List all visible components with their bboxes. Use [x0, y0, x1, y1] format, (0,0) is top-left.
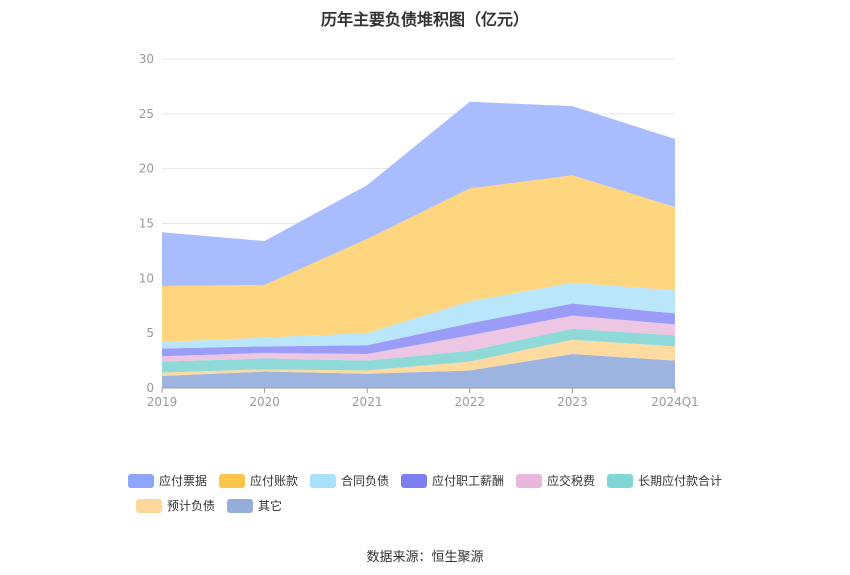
legend: 应付票据 应付账款 合同负债 应付职工薪酬 应交税费 长期应付款合计 预计负债 其它 [0, 472, 850, 522]
legend-label: 长期应付款合计 [638, 474, 723, 488]
area-series [162, 101, 675, 287]
legend-label: 合同负债 [340, 474, 389, 488]
legend-swatch [218, 473, 245, 488]
legend-row: 应付票据 应付账款 合同负债 应付职工薪酬 应交税费 长期应付款合计 [0, 472, 850, 489]
legend-label: 应付票据 [158, 474, 207, 488]
y-tick-label: 15 [139, 217, 154, 231]
legend-swatch [516, 473, 543, 488]
area-series [162, 175, 675, 342]
x-tick-label: 2020 [249, 395, 280, 409]
y-tick-label: 30 [139, 52, 154, 66]
legend-label: 预计负债 [167, 499, 216, 513]
legend-item[interactable]: 应付账款 [218, 472, 298, 489]
legend-swatch [227, 498, 254, 513]
area-series [162, 339, 675, 376]
legend-label: 其它 [258, 499, 283, 513]
y-tick-label: 10 [139, 271, 154, 285]
x-tick-label: 2019 [147, 395, 178, 409]
x-tick-label: 2021 [352, 395, 383, 409]
x-tick-label: 2023 [557, 395, 588, 409]
legend-swatch [309, 473, 336, 488]
legend-label: 应交税费 [547, 474, 596, 488]
legend-swatch [127, 473, 154, 488]
x-tick-label: 2024Q1 [651, 395, 699, 409]
area-series [162, 303, 675, 357]
y-tick-label: 20 [139, 162, 154, 176]
data-source: 数据来源：恒生聚源 [366, 550, 484, 565]
area-series [162, 328, 675, 373]
legend-item[interactable]: 预计负债 [136, 497, 215, 514]
area-series [162, 282, 675, 349]
axis-layer: 0 5 10 15 20 25 30 2019 2020 2021 2022 2023 2024Q1 [139, 52, 699, 409]
legend-swatch [607, 473, 634, 488]
y-tick-label: 5 [146, 326, 154, 340]
y-tick-label: 0 [146, 381, 154, 395]
legend-row: 预计负债 其它 [0, 497, 850, 514]
legend-item[interactable]: 应付票据 [127, 472, 207, 489]
area-series [162, 315, 675, 362]
legend-item[interactable]: 应交税费 [516, 472, 595, 489]
legend-item[interactable]: 合同负债 [309, 472, 389, 489]
y-tick-label: 25 [139, 107, 154, 121]
legend-label: 应付职工薪酬 [432, 474, 505, 488]
x-tick-label: 2022 [455, 395, 486, 409]
area-layer [162, 101, 675, 388]
legend-swatch [401, 473, 427, 488]
area-series [162, 354, 675, 388]
legend-item[interactable]: 应付职工薪酬 [401, 472, 504, 489]
legend-item[interactable]: 其它 [227, 497, 282, 514]
legend-item[interactable]: 长期应付款合计 [607, 472, 722, 489]
stacked-area-chart: 0 5 10 15 20 25 30 2019 2020 2021 2022 2023 2024Q1 [139, 52, 699, 409]
chart-title: 历年主要负债堆积图（亿元） [320, 10, 529, 29]
legend-swatch [136, 498, 162, 513]
legend-label: 应付账款 [249, 474, 298, 488]
